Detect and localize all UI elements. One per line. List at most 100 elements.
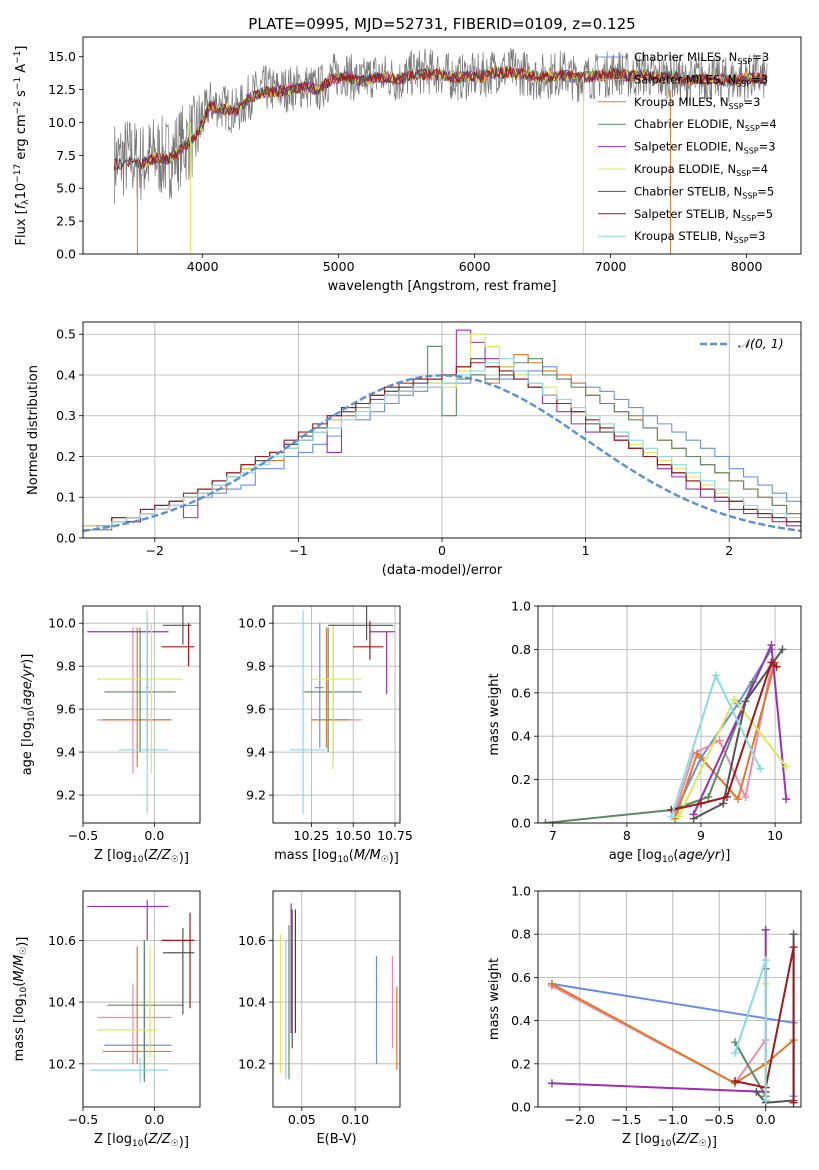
x-tick-label: 10.25 (294, 828, 330, 843)
x-tick-label: 0.05 (288, 1112, 316, 1127)
y-tick-label: 9.4 (56, 745, 76, 760)
weight-marker (689, 814, 698, 823)
x-tick-label: −2.0 (565, 1112, 595, 1127)
weight-marker (722, 792, 731, 801)
weight-marker (547, 1079, 556, 1088)
y-tick-label: 10.6 (238, 933, 266, 948)
legend-label: Kroupa ELODIE, NSSP=4 (634, 162, 768, 178)
y-axis-label: mass [log10(M/M☉)] (12, 937, 30, 1062)
y-tick-label: 9.2 (246, 788, 266, 803)
errorbars (87, 606, 195, 815)
legend-label: Chabrier ELODIE, NSSP=4 (634, 117, 777, 133)
x-tick-label: 0.0 (144, 1112, 164, 1127)
hist-chabrier-miles (83, 366, 801, 531)
weight-marker (778, 645, 787, 654)
weight-marker (772, 662, 781, 671)
x-axis-label: (data-model)/error (382, 563, 503, 578)
y-tick-label: 0.6 (511, 970, 531, 985)
x-tick-label: −0.5 (68, 828, 98, 843)
x-tick-label: 4000 (187, 259, 219, 274)
y-tick-label: 0.4 (511, 729, 531, 744)
weight-marker (741, 697, 750, 706)
x-tick-label: −1.5 (611, 1112, 641, 1127)
panel-spectrum: 4000 5000 6000 7000 8000 0.0 2.5 5.0 7.5 10.0 12.5… (13, 36, 802, 294)
x-tick-label: 0.0 (144, 828, 164, 843)
weight-marker (693, 749, 702, 758)
y-tick-label: 0.0 (56, 531, 76, 546)
axes-frame (537, 605, 802, 824)
axes-frame (82, 605, 201, 824)
weight-kroupa-miles (674, 662, 777, 820)
weight-salpeter-stelib (734, 946, 795, 1103)
x-tick-label: −0.5 (68, 1112, 98, 1127)
weight-marker (767, 641, 776, 650)
weight-marker (715, 736, 724, 745)
panel-ebv_mass: 0.05 0.10 10.2 10.4 10.6 E(B-V) (238, 890, 401, 1147)
weight-marker (782, 795, 791, 804)
y-tick-label: 0.2 (56, 449, 76, 464)
weight-lines (541, 641, 791, 823)
x-tick-label: 7 (549, 828, 557, 843)
weight-marker (789, 930, 798, 939)
y-tick-label: 0.1 (56, 490, 76, 505)
weight-marker (741, 792, 750, 801)
x-axis-label: Z [log10(Z/Z☉)] (94, 848, 189, 866)
y-tick-label: 0.0 (511, 1100, 531, 1115)
weight-marker (547, 979, 556, 988)
x-axis-label: E(B-V) (316, 1132, 356, 1147)
y-tick-label: 7.5 (56, 148, 76, 163)
weight-kroupa-miles (551, 983, 795, 1085)
weight-marker (761, 956, 770, 965)
weight-marker (761, 925, 770, 934)
y-tick-label: 12.5 (48, 82, 76, 97)
y-tick-label: 10.4 (48, 995, 76, 1010)
y-tick-label: 0.6 (511, 685, 531, 700)
chart-layer: 4000 5000 6000 7000 80000.02.55.07.510.012.5… (12, 36, 802, 1150)
panel-mass_age: 10.25 10.50 10.75 9.2 9.4 9.6 9.8 10.0 mass [log… (238, 605, 413, 866)
legend-label: Salpeter MILES, NSSP=3 (634, 72, 768, 88)
x-tick-label: 1 (582, 543, 590, 558)
y-tick-label: 0.3 (56, 408, 76, 423)
weight-marker (731, 1077, 740, 1086)
x-tick-label: −0.5 (704, 1112, 734, 1127)
weight-marker (711, 671, 720, 680)
weight-chabrier-elodie (545, 681, 754, 823)
y-tick-label: 9.4 (246, 745, 266, 760)
y-tick-label: 0.2 (511, 772, 531, 787)
legend-label: Salpeter ELODIE, NSSP=3 (634, 140, 776, 156)
x-axis-label: Z [log10(Z/Z☉)] (622, 1132, 717, 1150)
x-tick-label: 2 (725, 543, 733, 558)
legend-label: 𝒩(0, 1) (738, 336, 784, 351)
weight-marker (767, 658, 776, 667)
y-tick-label: 10.0 (238, 616, 266, 631)
weight-marker (719, 799, 728, 808)
weight-marker (667, 812, 676, 821)
y-tick-label: 0.0 (511, 816, 531, 831)
x-tick-label: 8 (623, 828, 631, 843)
y-tick-label: 10.2 (238, 1056, 266, 1071)
y-tick-label: 10.0 (48, 616, 76, 631)
weight-marker (704, 792, 713, 801)
y-axis-label: age [log10(age/yr)] (20, 654, 37, 776)
x-tick-label: 9 (697, 828, 705, 843)
y-axis-label: mass weight (487, 958, 502, 1040)
weight-marker (752, 1087, 761, 1096)
normal-curve (83, 374, 801, 533)
y-tick-label: 9.6 (246, 702, 266, 717)
y-tick-label: 0.0 (56, 247, 76, 262)
y-tick-label: 0.5 (56, 327, 76, 342)
hist-kroupa-stelib (83, 358, 801, 531)
axes-frame (537, 890, 802, 1108)
x-axis-label: mass [log10(M/M☉)] (274, 848, 399, 866)
legend-label: Kroupa STELIB, NSSP=3 (634, 229, 765, 245)
y-tick-label: 0.2 (511, 1056, 531, 1071)
errorbars (87, 900, 195, 1083)
y-axis-label: Normed distribution (26, 365, 41, 495)
x-tick-label: 10.50 (335, 828, 371, 843)
legend-label: Salpeter STELIB, NSSP=5 (634, 207, 773, 223)
y-tick-label: 0.8 (511, 927, 531, 942)
x-tick-label: 6000 (459, 259, 491, 274)
x-tick-label: 0.0 (756, 1112, 776, 1127)
figure-title: PLATE=0995, MJD=52731, FIBERID=0109, z=0… (248, 15, 635, 33)
errorbars (279, 903, 398, 1080)
